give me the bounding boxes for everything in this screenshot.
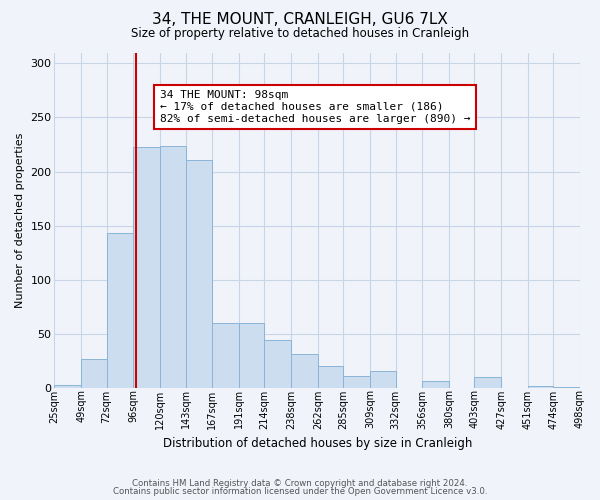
Text: Contains public sector information licensed under the Open Government Licence v3: Contains public sector information licen… bbox=[113, 487, 487, 496]
X-axis label: Distribution of detached houses by size in Cranleigh: Distribution of detached houses by size … bbox=[163, 437, 472, 450]
Bar bbox=[212, 323, 239, 388]
Bar bbox=[475, 377, 501, 388]
Bar bbox=[107, 233, 133, 388]
Bar bbox=[239, 323, 265, 388]
Bar bbox=[185, 160, 212, 388]
Text: 34 THE MOUNT: 98sqm
← 17% of detached houses are smaller (186)
82% of semi-detac: 34 THE MOUNT: 98sqm ← 17% of detached ho… bbox=[160, 90, 470, 124]
Bar bbox=[265, 340, 291, 388]
Bar bbox=[343, 376, 370, 388]
Y-axis label: Number of detached properties: Number of detached properties bbox=[15, 132, 25, 308]
Bar bbox=[528, 386, 553, 388]
Bar bbox=[81, 358, 107, 388]
Bar bbox=[291, 354, 318, 388]
Bar bbox=[55, 384, 81, 388]
Bar bbox=[370, 370, 395, 388]
Bar bbox=[553, 387, 580, 388]
Bar bbox=[422, 382, 449, 388]
Text: 34, THE MOUNT, CRANLEIGH, GU6 7LX: 34, THE MOUNT, CRANLEIGH, GU6 7LX bbox=[152, 12, 448, 28]
Bar bbox=[318, 366, 343, 388]
Text: Contains HM Land Registry data © Crown copyright and database right 2024.: Contains HM Land Registry data © Crown c… bbox=[132, 478, 468, 488]
Bar bbox=[160, 146, 185, 388]
Text: Size of property relative to detached houses in Cranleigh: Size of property relative to detached ho… bbox=[131, 28, 469, 40]
Bar bbox=[133, 146, 160, 388]
